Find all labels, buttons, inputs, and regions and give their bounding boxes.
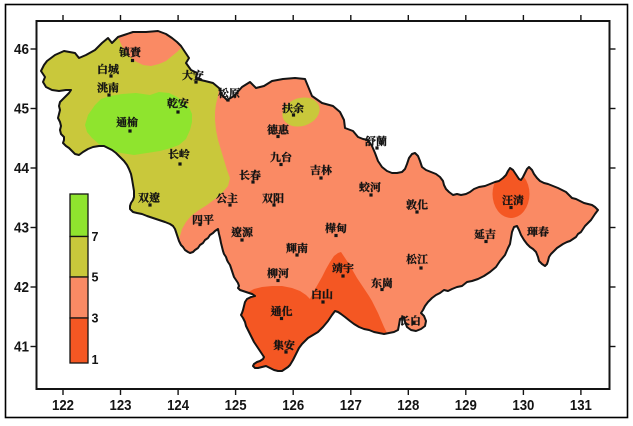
svg-text:41: 41 [14, 339, 29, 356]
svg-text:128: 128 [397, 397, 419, 414]
svg-text:1: 1 [92, 353, 99, 367]
svg-text:131: 131 [570, 397, 592, 414]
svg-text:122: 122 [52, 397, 74, 414]
svg-text:45: 45 [14, 101, 29, 118]
svg-text:125: 125 [225, 397, 247, 414]
svg-text:7: 7 [92, 230, 99, 244]
svg-text:126: 126 [282, 397, 304, 414]
svg-text:42: 42 [14, 279, 29, 296]
svg-text:46: 46 [14, 41, 29, 58]
svg-text:123: 123 [110, 397, 132, 414]
svg-text:129: 129 [455, 397, 477, 414]
svg-text:127: 127 [340, 397, 362, 414]
svg-text:5: 5 [92, 271, 99, 285]
svg-text:43: 43 [14, 220, 29, 237]
svg-text:130: 130 [512, 397, 534, 414]
svg-text:44: 44 [14, 160, 30, 177]
svg-text:3: 3 [92, 312, 99, 326]
svg-text:124: 124 [167, 397, 190, 414]
